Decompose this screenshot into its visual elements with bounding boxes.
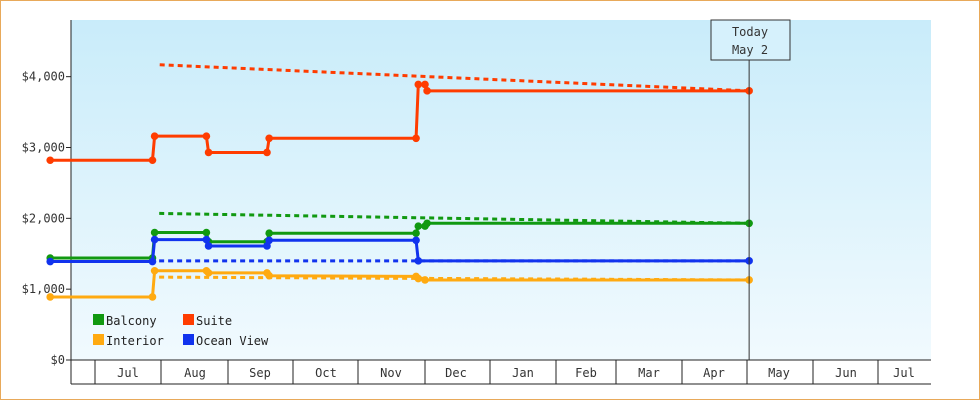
data-point-suite xyxy=(46,156,54,165)
data-point-ocean-view xyxy=(148,257,157,266)
data-point-suite xyxy=(265,134,273,143)
today-label: Today xyxy=(732,25,768,39)
series-line-ocean-view xyxy=(50,238,750,264)
legend-swatch-balcony xyxy=(93,314,104,325)
data-point-suite xyxy=(204,148,213,157)
legend-label-interior: Interior xyxy=(106,334,164,348)
data-point-suite xyxy=(148,156,157,165)
data-point-balcony xyxy=(423,219,431,228)
legend-label-ocean-view: Ocean View xyxy=(196,334,269,348)
data-point-ocean-view xyxy=(265,236,273,245)
data-point-interior xyxy=(421,276,429,284)
x-tick-label: Oct xyxy=(315,366,337,380)
x-tick-label: Sep xyxy=(249,366,271,380)
data-point-interior xyxy=(204,269,213,277)
data-point-balcony xyxy=(150,228,159,237)
plot-area xyxy=(71,20,931,360)
x-tick-label: Dec xyxy=(445,366,467,380)
data-point-suite xyxy=(412,134,420,143)
data-point-suite xyxy=(423,87,431,95)
data-point-ocean-view xyxy=(204,242,213,250)
x-tick-label: Jun xyxy=(835,366,857,380)
data-point-ocean-view xyxy=(46,257,54,266)
data-point-interior xyxy=(265,271,273,280)
x-tick-label: Nov xyxy=(380,366,402,380)
x-tick-label: Apr xyxy=(703,366,725,380)
y-tick-label: $3,000 xyxy=(22,141,65,155)
data-point-interior xyxy=(148,293,157,301)
data-point-suite xyxy=(150,132,159,140)
y-tick-label: $2,000 xyxy=(22,211,65,225)
data-point-suite xyxy=(421,80,429,89)
x-tick-label: Feb xyxy=(575,366,597,380)
data-point-ocean-view xyxy=(202,235,211,244)
data-point-suite xyxy=(202,132,211,140)
data-point-suite xyxy=(414,80,423,89)
data-point-balcony xyxy=(412,229,420,238)
legend-swatch-suite xyxy=(183,314,194,325)
data-point-ocean-view xyxy=(150,235,159,244)
legend-label-balcony: Balcony xyxy=(106,314,157,328)
x-tick-label: Jul xyxy=(117,366,139,380)
legend-swatch-ocean-view xyxy=(183,334,194,345)
today-box xyxy=(710,19,791,61)
today-date: May 2 xyxy=(732,43,768,57)
data-point-interior xyxy=(46,293,54,301)
data-point-ocean-view xyxy=(414,257,423,265)
x-tick-label: Jul xyxy=(893,366,915,380)
data-point-suite xyxy=(263,148,271,157)
data-point-interior xyxy=(150,266,159,275)
x-tick-label: May xyxy=(768,366,790,380)
data-point-interior xyxy=(414,274,423,283)
data-point-ocean-view xyxy=(412,236,420,245)
x-tick-label: Jan xyxy=(512,366,534,380)
y-tick-label: $0 xyxy=(51,353,65,367)
x-tick-label: Mar xyxy=(638,366,660,380)
data-point-balcony xyxy=(414,222,423,230)
legend-label-suite: Suite xyxy=(196,314,232,328)
x-tick-label: Aug xyxy=(184,366,206,380)
data-point-balcony xyxy=(202,228,211,237)
y-tick-label: $4,000 xyxy=(22,70,65,84)
legend-swatch-interior xyxy=(93,334,104,345)
y-tick-label: $1,000 xyxy=(22,282,65,296)
data-point-balcony xyxy=(265,229,273,238)
